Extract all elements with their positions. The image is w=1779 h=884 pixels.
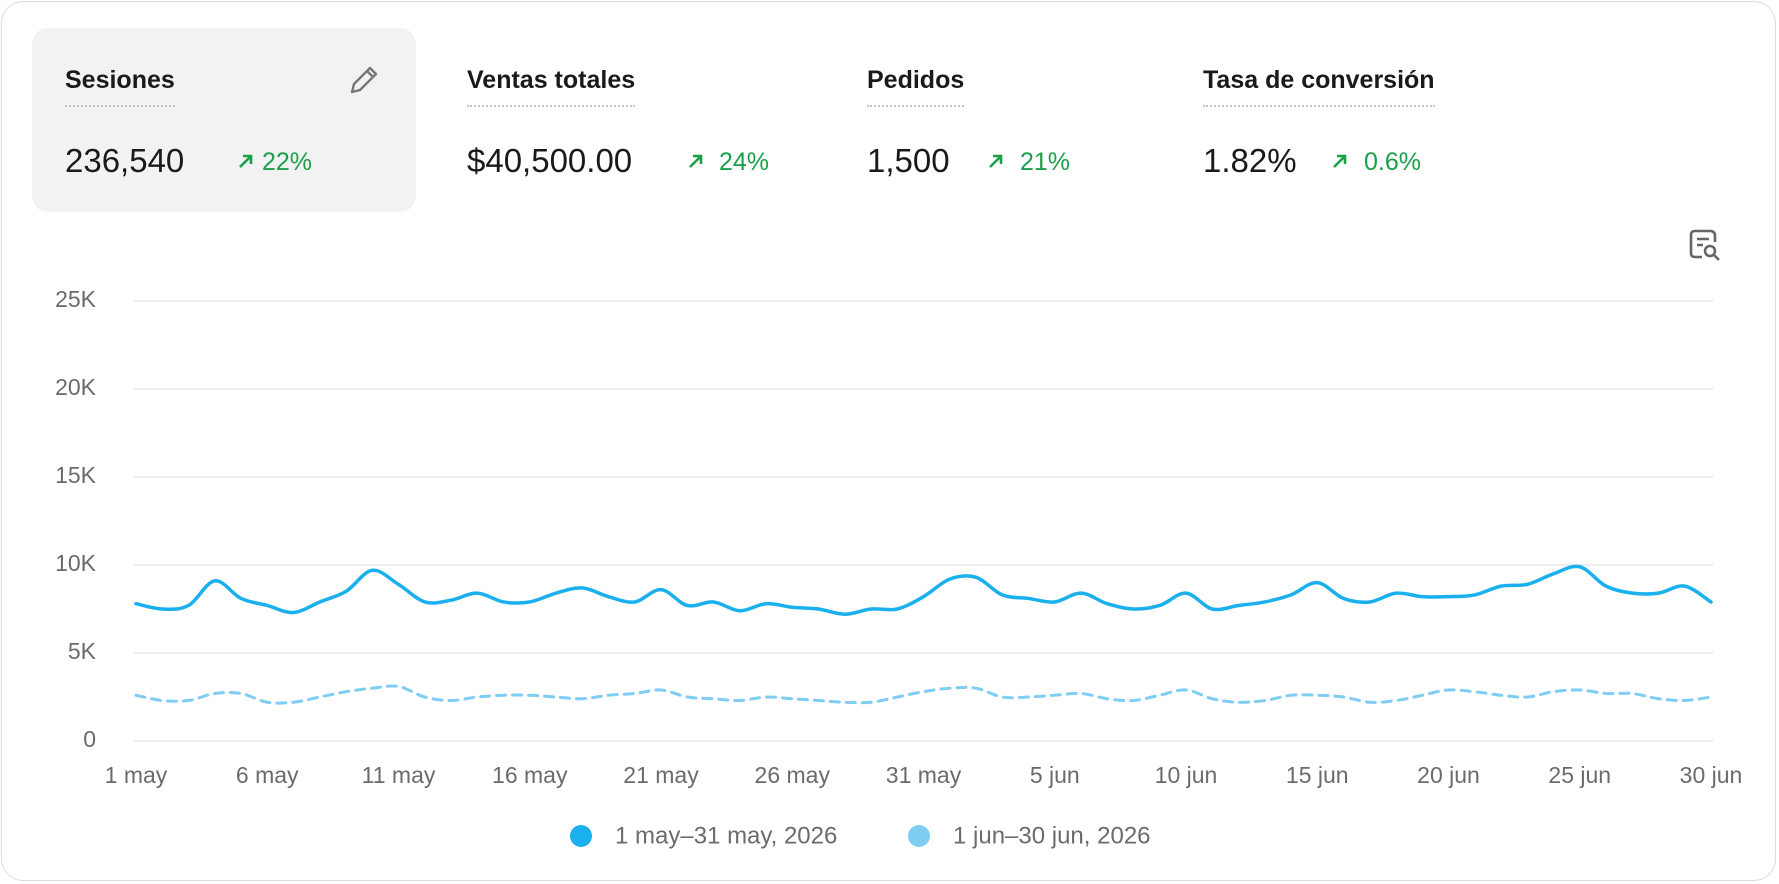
- legend-marker: [908, 825, 930, 847]
- x-tick-label: 20 jun: [1417, 762, 1480, 788]
- y-tick-label: 0: [83, 726, 96, 752]
- x-tick-label: 26 may: [755, 762, 831, 788]
- metric-change: 21%: [1020, 148, 1071, 176]
- x-tick-label: 30 jun: [1680, 762, 1743, 788]
- x-tick-label: 21 may: [623, 762, 699, 788]
- legend-label: 1 may–31 may, 2026: [615, 822, 837, 849]
- x-tick-label: 10 jun: [1155, 762, 1218, 788]
- x-tick-label: 11 may: [362, 762, 436, 788]
- metric-value: 1.82%: [1203, 142, 1297, 179]
- x-tick-label: 31 may: [886, 762, 962, 788]
- x-tick-label: 16 may: [492, 762, 568, 788]
- metric-card[interactable]: Pedidos 1,500 21%: [834, 28, 1174, 212]
- up-arrow: [239, 154, 253, 168]
- y-tick-label: 20K: [55, 374, 97, 400]
- y-tick-label: 25K: [55, 286, 97, 312]
- x-tick-label: 1 may: [105, 762, 168, 788]
- up-arrow: [989, 154, 1003, 168]
- x-tick-label: 15 jun: [1286, 762, 1349, 788]
- x-tick-label: 6 may: [236, 762, 299, 788]
- up-arrow: [1333, 154, 1347, 168]
- up-arrow: [689, 154, 703, 168]
- legend-label: 1 jun–30 jun, 2026: [953, 822, 1151, 849]
- series-line: [134, 564, 1713, 617]
- metric-change: 0.6%: [1364, 148, 1421, 176]
- legend-marker: [570, 825, 592, 847]
- metric-label: Sesiones: [65, 66, 175, 107]
- metric-label: Ventas totales: [467, 66, 636, 107]
- x-tick-label: 25 jun: [1548, 762, 1611, 788]
- metric-label: Pedidos: [867, 66, 965, 107]
- metric-change: 24%: [719, 148, 770, 176]
- metric-label: Tasa de conversión: [1203, 66, 1435, 107]
- metric-value: 1,500: [867, 142, 950, 179]
- series-line: [134, 684, 1713, 705]
- metric-card[interactable]: Tasa de conversión 1.82% 0.6%: [1170, 28, 1570, 212]
- y-tick-label: 10K: [55, 550, 97, 576]
- metric-value: 236,540: [65, 142, 185, 179]
- metric-card[interactable]: Sesiones 236,540 22%: [32, 28, 416, 212]
- metric-change: 22%: [262, 148, 313, 176]
- metric-value: $40,500.00: [467, 142, 633, 179]
- y-tick-label: 5K: [68, 638, 97, 664]
- x-tick-label: 5 jun: [1030, 762, 1080, 788]
- y-tick-label: 15K: [55, 462, 97, 488]
- report-icon[interactable]: [1686, 226, 1724, 264]
- metric-card[interactable]: Ventas totales $40,500.00 24%: [434, 28, 814, 212]
- edit-icon[interactable]: [344, 62, 382, 100]
